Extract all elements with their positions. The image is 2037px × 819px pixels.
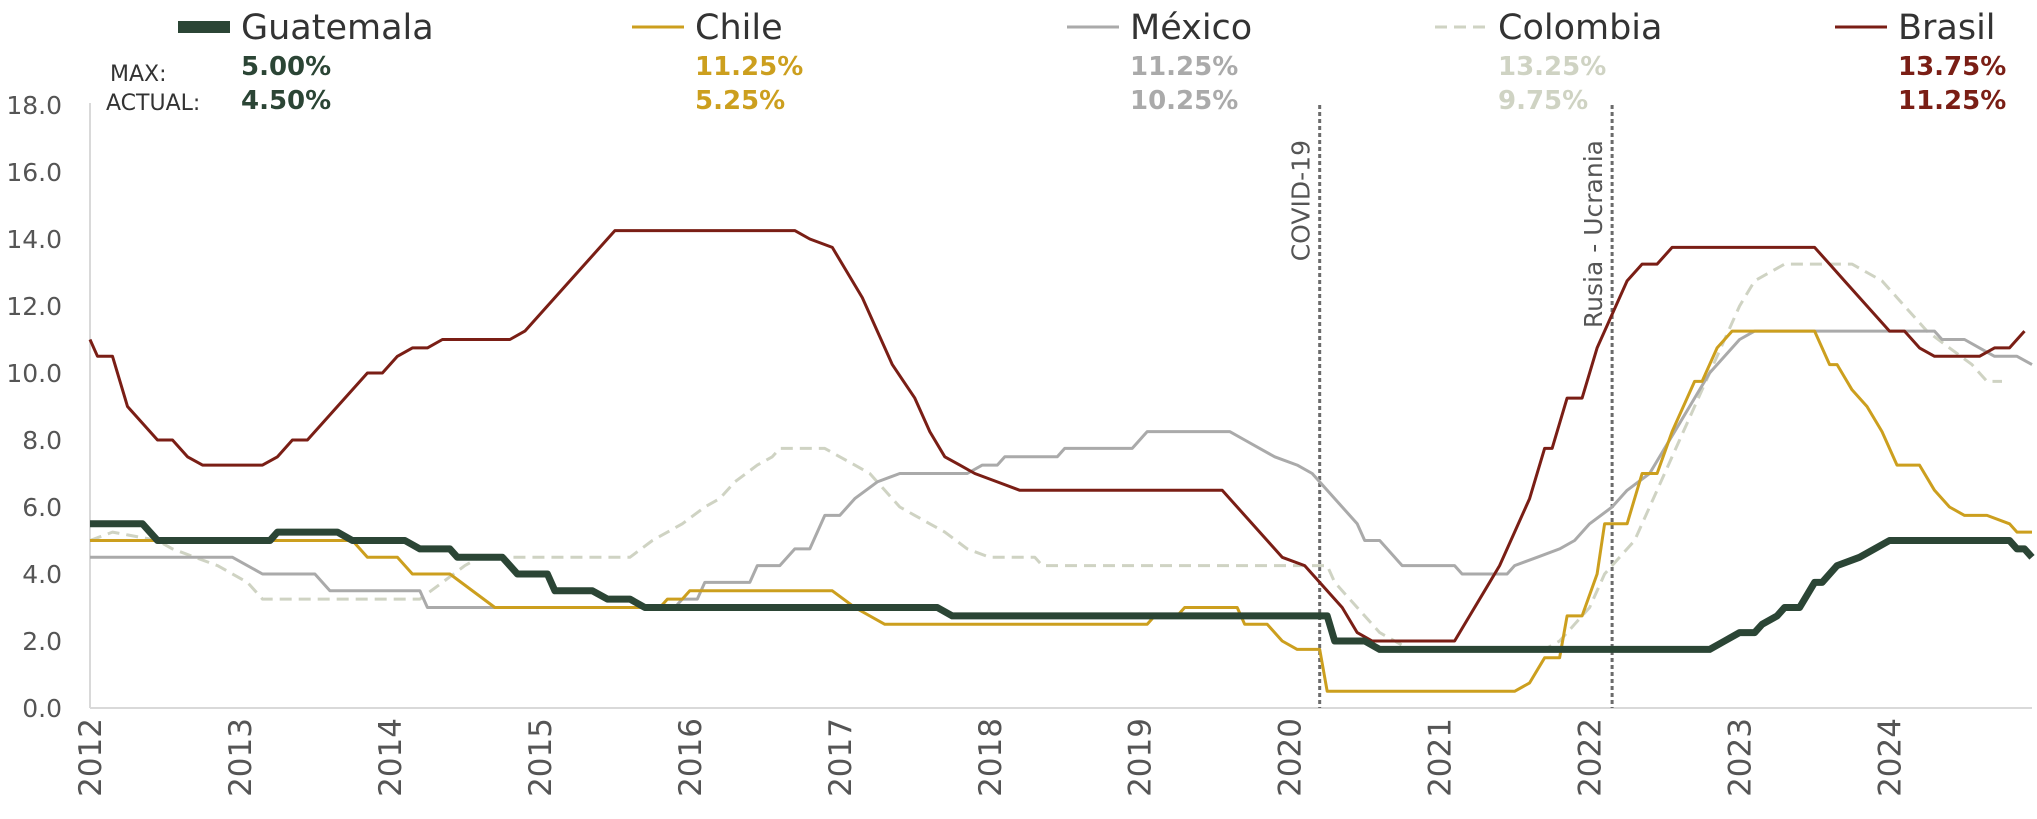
x-tick-label: 2024 bbox=[1873, 718, 1909, 797]
x-tick-label: 2012 bbox=[73, 718, 109, 797]
series-line-chile bbox=[90, 329, 2032, 693]
y-tick-label: 10.0 bbox=[6, 359, 62, 388]
y-tick-label: 12.0 bbox=[6, 292, 62, 321]
series-line-colombia bbox=[89, 262, 2002, 651]
legend-label-brasil: Brasil bbox=[1898, 8, 1996, 48]
y-tick-label: 8.0 bbox=[22, 426, 62, 455]
max-value-brasil: 13.75% bbox=[1898, 52, 2006, 82]
x-tick-label: 2014 bbox=[373, 718, 409, 797]
y-tick-label: 0.0 bbox=[22, 694, 62, 723]
legend-label-guatemala: Guatemala bbox=[241, 8, 434, 48]
actual-value-mxico: 10.25% bbox=[1130, 86, 1238, 116]
x-tick-label: 2013 bbox=[223, 718, 259, 797]
y-tick-label: 4.0 bbox=[22, 560, 62, 589]
max-value-guatemala: 5.00% bbox=[241, 52, 331, 82]
max-label: MAX: bbox=[110, 62, 167, 87]
x-tick-label: 2018 bbox=[973, 718, 1009, 797]
legend-label-chile: Chile bbox=[695, 8, 783, 48]
y-tick-label: 18.0 bbox=[6, 91, 62, 120]
x-tick-label: 2019 bbox=[1123, 718, 1159, 797]
y-tick-label: 6.0 bbox=[22, 493, 62, 522]
y-tick-label: 14.0 bbox=[6, 225, 62, 254]
legend-label-colombia: Colombia bbox=[1498, 8, 1662, 48]
actual-value-brasil: 11.25% bbox=[1898, 86, 2006, 116]
legend-label-mxico: México bbox=[1130, 8, 1252, 48]
y-tick-label: 2.0 bbox=[22, 627, 62, 656]
actual-value-guatemala: 4.50% bbox=[241, 86, 331, 116]
x-tick-label: 2020 bbox=[1273, 718, 1309, 797]
x-tick-label: 2016 bbox=[673, 718, 709, 797]
x-tick-label: 2017 bbox=[823, 718, 859, 797]
actual-label: ACTUAL: bbox=[106, 91, 200, 116]
series-line-brasil bbox=[88, 229, 2026, 643]
x-tick-label: 2022 bbox=[1573, 718, 1609, 797]
series-line-guatemala bbox=[90, 520, 2035, 653]
actual-value-chile: 5.25% bbox=[695, 86, 785, 116]
event-label: COVID-19 bbox=[1287, 140, 1316, 261]
actual-value-colombia: 9.75% bbox=[1498, 86, 1588, 116]
x-tick-label: 2023 bbox=[1723, 718, 1759, 797]
x-tick-label: 2015 bbox=[523, 718, 559, 797]
y-tick-label: 16.0 bbox=[6, 158, 62, 187]
max-value-mxico: 11.25% bbox=[1130, 52, 1238, 82]
max-value-colombia: 13.25% bbox=[1498, 52, 1606, 82]
max-value-chile: 11.25% bbox=[695, 52, 803, 82]
series-line-mxico bbox=[90, 329, 2033, 609]
event-label: Rusia - Ucrania bbox=[1579, 140, 1608, 328]
x-tick-label: 2021 bbox=[1423, 718, 1459, 797]
